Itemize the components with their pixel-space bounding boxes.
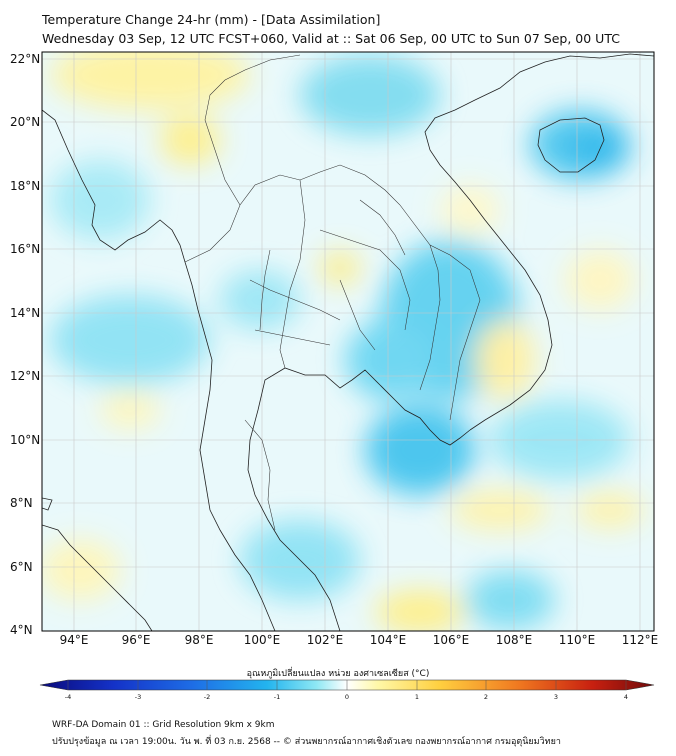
lat-label: 14°N <box>10 306 41 320</box>
lat-label: 12°N <box>10 369 41 383</box>
lon-label: 110°E <box>558 633 596 647</box>
lon-label: 102°E <box>306 633 344 647</box>
lat-label: 10°N <box>10 433 41 447</box>
lat-label: 20°N <box>10 115 41 129</box>
colorbar-tick: -4 <box>64 693 72 701</box>
lon-label: 108°E <box>495 633 533 647</box>
colorbar-tick: 2 <box>483 693 489 701</box>
coastlines <box>42 53 654 631</box>
lat-label: 16°N <box>10 242 41 256</box>
borders <box>184 54 481 531</box>
footer-update-info: ปรับปรุงข้อมูล ณ เวลา 19:00น. วัน พ. ที่… <box>52 737 561 747</box>
lat-label: 18°N <box>10 179 41 193</box>
lat-label: 8°N <box>10 496 33 510</box>
map-subtitle: Wednesday 03 Sep, 12 UTC FCST+060, Valid… <box>42 31 620 46</box>
lat-label: 6°N <box>10 560 33 574</box>
lon-label: 106°E <box>432 633 470 647</box>
colorbar-tick: 0 <box>344 693 350 701</box>
colorbar-tick: -1 <box>273 693 281 701</box>
lon-label: 94°E <box>59 633 89 647</box>
lon-label: 98°E <box>184 633 214 647</box>
map-frame <box>41 51 655 632</box>
colorbar-tick: 1 <box>414 693 420 701</box>
colorbar-title: อุณหภูมิเปลี่ยนแปลง หน่วย องศาเซลเซียส (… <box>246 669 430 679</box>
lon-label: 96°E <box>121 633 151 647</box>
lon-label: 112°E <box>621 633 659 647</box>
grid-lines <box>42 52 654 631</box>
lon-label: 100°E <box>243 633 281 647</box>
map-title: Temperature Change 24-hr (mm) - [Data As… <box>42 12 381 27</box>
colorbar-tick: 4 <box>623 693 629 701</box>
colorbar <box>39 679 655 691</box>
colorbar-tick: -2 <box>203 693 211 701</box>
temperature-field <box>42 52 654 631</box>
lat-label: 4°N <box>10 623 33 637</box>
colorbar-tick: -3 <box>134 693 142 701</box>
footer-domain-info: WRF-DA Domain 01 :: Grid Resolution 9km … <box>52 720 275 730</box>
colorbar-tick: 3 <box>553 693 559 701</box>
lat-label: 22°N <box>10 52 41 66</box>
lon-label: 104°E <box>369 633 407 647</box>
